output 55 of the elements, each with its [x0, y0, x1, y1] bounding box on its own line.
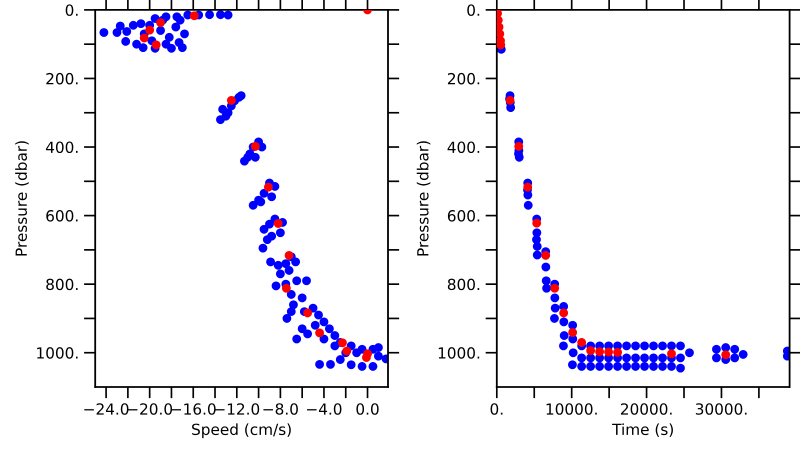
point: [523, 182, 532, 192]
point: [145, 26, 154, 35]
point: [226, 96, 236, 105]
x-tick-label: 10000.: [546, 403, 597, 415]
x-axis-title: Speed (cm/s): [192, 423, 291, 438]
x-tick-label: −4.0: [307, 403, 342, 415]
point: [595, 347, 604, 356]
point: [721, 350, 730, 360]
point: [667, 349, 676, 358]
y-tick-label: 400.: [46, 141, 78, 154]
x-tick-label: −12.0: [215, 403, 260, 415]
y-tick-label: 0.: [66, 4, 78, 16]
x-tick-label: −24.0: [84, 403, 128, 415]
point: [604, 348, 613, 356]
y-tick-label: 0.: [467, 4, 480, 16]
point: [568, 328, 578, 337]
y-tick-label: 800.: [448, 278, 480, 290]
point: [541, 250, 550, 260]
x-axis-title: Time (s): [612, 423, 673, 437]
x-tick-label: 30000.: [696, 403, 747, 415]
point: [559, 308, 568, 318]
point: [156, 18, 165, 27]
x-tick-label: 0.0: [356, 403, 379, 415]
x-tick-label: −20.0: [128, 403, 172, 415]
point: [532, 218, 542, 228]
y-tick-label: 400.: [448, 141, 480, 154]
point: [338, 338, 347, 348]
point: [282, 284, 291, 293]
y-axis-title: Pressure (dbar): [416, 141, 430, 256]
point: [613, 348, 622, 357]
x-tick-label: 0.: [490, 403, 502, 415]
point: [577, 338, 586, 347]
y-tick-label: 600.: [448, 210, 480, 222]
point: [315, 328, 324, 338]
x-tick-label: 20000.: [620, 403, 672, 415]
x-tick-label: −8.0: [263, 403, 298, 415]
y-tick-label: 800.: [46, 278, 78, 290]
y-tick-label: 1000.: [37, 347, 78, 359]
point: [514, 142, 524, 151]
point: [190, 11, 199, 20]
point: [303, 308, 312, 318]
point: [274, 219, 283, 228]
point: [140, 34, 149, 42]
point: [264, 182, 273, 192]
point: [550, 284, 560, 293]
point: [586, 346, 596, 356]
y-tick-label: 200.: [46, 72, 78, 84]
point: [284, 250, 294, 260]
x-tick-label: −16.0: [171, 403, 216, 415]
y-tick-label: 200.: [448, 72, 480, 84]
y-tick-label: 600.: [46, 210, 78, 222]
point: [152, 40, 161, 50]
y-axis-title: Pressure (dbar): [15, 141, 29, 256]
y-tick-label: 1000.: [438, 347, 480, 359]
point: [362, 353, 371, 362]
